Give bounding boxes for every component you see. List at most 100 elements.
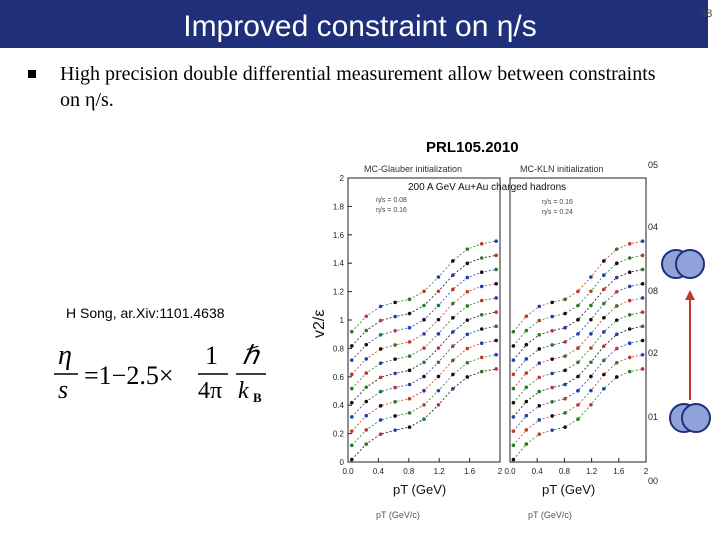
data-point [614,247,619,251]
data-point [364,385,369,390]
data-point [350,400,354,405]
data-point [524,399,529,404]
data-point [494,296,498,300]
data-point [364,357,369,361]
right-edge-label: 00 [648,476,658,486]
data-point [537,375,542,380]
data-point [614,318,619,322]
data-point [451,315,455,320]
data-point [576,303,580,308]
data-point [407,396,412,401]
data-point [550,385,554,390]
data-point [364,442,369,446]
data-point [436,374,441,379]
data-point [350,429,354,433]
data-point [479,270,484,275]
right-edge-label: 02 [648,348,658,358]
series-line [513,254,643,347]
data-point [550,314,554,319]
data-point [407,425,412,429]
data-point [393,314,397,319]
data-point [640,239,645,243]
data-point [378,332,383,337]
data-point [407,297,412,302]
data-point [576,317,580,322]
data-point [479,313,484,317]
data-point [393,414,397,418]
y-tick-label: 1.2 [333,288,345,297]
data-point [627,369,632,374]
data-point [537,418,542,422]
data-point [614,332,619,337]
data-point [511,443,516,448]
data-point [407,325,412,330]
data-point [563,411,567,415]
data-point [393,343,397,347]
data-point [627,242,632,246]
data-point [393,328,397,333]
data-point [576,346,580,350]
legend-title: 200 A GeV Au+Au charged hadrons [408,182,566,193]
data-point [602,287,606,292]
data-point [422,403,426,407]
y-tick-label: 0.8 [333,344,345,353]
data-point [589,360,593,365]
data-point [614,261,619,266]
data-point [479,284,484,289]
data-point [465,304,470,308]
circles-svg [661,249,711,433]
data-point [494,324,498,329]
data-point [451,287,455,292]
data-point [364,328,369,333]
data-point [422,360,426,365]
data-point [451,386,455,391]
legend-left-2: η/s = 0.16 [376,207,407,214]
data-point [465,375,470,379]
data-point [627,270,632,275]
circle-icon-top-2 [675,249,705,279]
data-point [524,385,529,390]
data-point [393,385,397,390]
data-point [524,413,529,418]
data-point [364,428,369,432]
data-point [563,382,567,387]
data-point [524,371,529,375]
data-point [511,386,516,391]
x-axis-label-left: pT (GeV) [393,482,446,497]
data-point [451,372,455,377]
data-point [378,375,383,380]
data-point [563,354,567,358]
data-point [350,443,354,448]
y-tick-label: 2 [340,174,345,183]
data-point [364,314,369,319]
data-point [576,289,580,294]
data-point [640,253,645,258]
x-tick-label: 2 [498,467,503,476]
data-point [640,267,645,272]
v2-chart: MC-Glauber initialization MC-KLN initial… [311,160,658,520]
data-point [537,318,542,323]
data-point [451,301,455,306]
data-point [364,413,369,418]
data-point [602,301,606,306]
data-point [537,403,542,408]
data-point [563,297,567,302]
data-point [576,374,580,379]
data-point [511,415,516,419]
data-point [422,374,426,379]
data-point [524,442,529,446]
data-point [378,304,383,309]
data-point [378,432,383,436]
data-point [550,357,554,361]
y-tick-label: 0.6 [333,373,345,382]
data-point [451,273,455,277]
data-point [378,389,383,394]
x-tick-label: 0.8 [559,467,571,476]
y-tick-label: 1.6 [333,231,345,240]
data-point [602,315,606,320]
data-point [494,352,498,357]
data-point [465,261,470,266]
data-point [627,327,632,331]
right-edge-label: 04 [648,222,658,232]
data-point [537,389,542,394]
